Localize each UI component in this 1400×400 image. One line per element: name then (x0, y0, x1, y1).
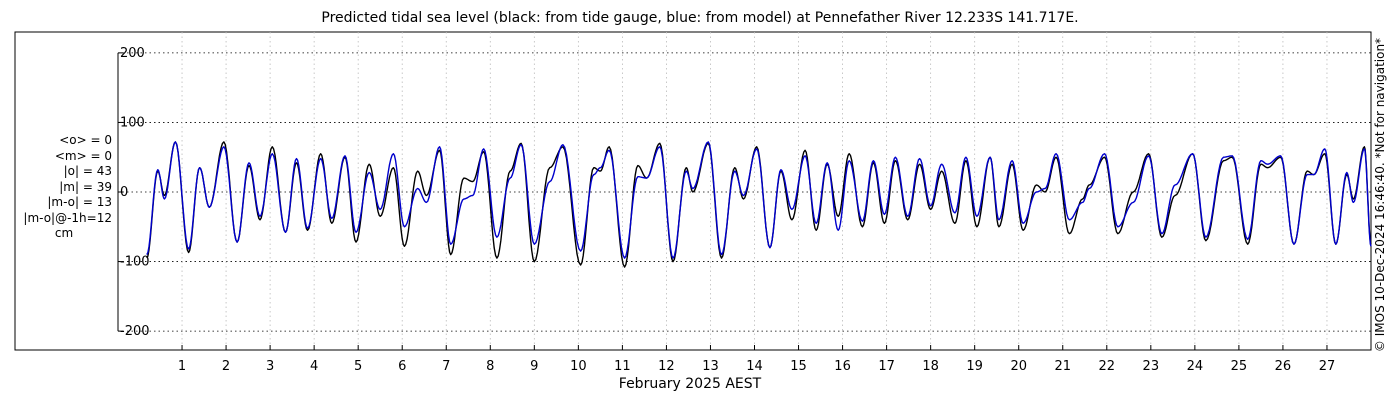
stat-abs-diff-lag: |m-o|@-1h=12 (23, 210, 112, 225)
x-tick-label: 8 (486, 359, 494, 374)
stats-panel: <o> = 0 <m> = 0 |o| = 43 |m| = 39 |m-o| … (16, 133, 112, 242)
y-tick-label: -200 (120, 324, 150, 339)
x-tick-label: 13 (702, 359, 719, 374)
stat-abs-model: |m| = 39 (59, 179, 112, 194)
x-tick-label: 17 (878, 359, 895, 374)
x-tick-label: 22 (1099, 359, 1116, 374)
y-tick-label: 100 (120, 115, 145, 130)
grid (118, 32, 1371, 350)
x-tick-label: 4 (310, 359, 318, 374)
x-tick-label: 20 (1010, 359, 1027, 374)
x-tick-label: 5 (354, 359, 362, 374)
x-tick-label: 27 (1319, 359, 1336, 374)
x-tick-label: 10 (570, 359, 587, 374)
x-tick-label: 18 (922, 359, 939, 374)
stat-mean-obs: <o> = 0 (59, 133, 112, 147)
y-tick-label: -100 (120, 255, 150, 270)
x-tick-label: 24 (1187, 359, 1204, 374)
x-tick-label: 3 (266, 359, 274, 374)
series-line-model (146, 141, 1372, 259)
x-tick-label: 23 (1143, 359, 1160, 374)
y-tick-label: 200 (120, 46, 145, 61)
x-tick-label: 15 (790, 359, 807, 374)
plot-frame (14, 31, 1372, 351)
x-tick-label: 1 (178, 359, 186, 374)
x-tick-label: 6 (398, 359, 406, 374)
x-tick-label: 26 (1275, 359, 1292, 374)
x-axis: 1 2 3 4 5 6 7 8 9 10 11 12 13 14 15 16 17 18 19 20 21 22 23 24 2… (178, 345, 1335, 374)
stat-abs-obs: |o| = 43 (63, 164, 112, 178)
x-tick-label: 19 (966, 359, 983, 374)
stat-unit: cm (54, 226, 74, 240)
y-axis: 200 100 0 -100 -200 (117, 46, 150, 339)
x-tick-label: 2 (222, 359, 230, 374)
x-tick-label: 25 (1231, 359, 1248, 374)
copyright-note: © IMOS 10-Dec-2024 16:46:40. *Not for na… (1373, 37, 1387, 353)
series-lines (146, 141, 1372, 268)
stat-abs-diff: |m-o| = 13 (47, 195, 112, 209)
x-axis-label: February 2025 AEST (618, 376, 762, 392)
x-tick-label: 16 (834, 359, 851, 374)
x-tick-label: 14 (746, 359, 763, 374)
chart-title: Predicted tidal sea level (black: from t… (321, 10, 1079, 26)
y-tick-label: 0 (120, 185, 128, 200)
x-tick-label: 12 (658, 359, 675, 374)
x-tick-label: 9 (530, 359, 538, 374)
x-tick-label: 11 (614, 359, 631, 374)
stat-mean-model: <m> = 0 (54, 148, 112, 163)
x-tick-label: 7 (442, 359, 450, 374)
x-tick-label: 21 (1054, 359, 1071, 374)
